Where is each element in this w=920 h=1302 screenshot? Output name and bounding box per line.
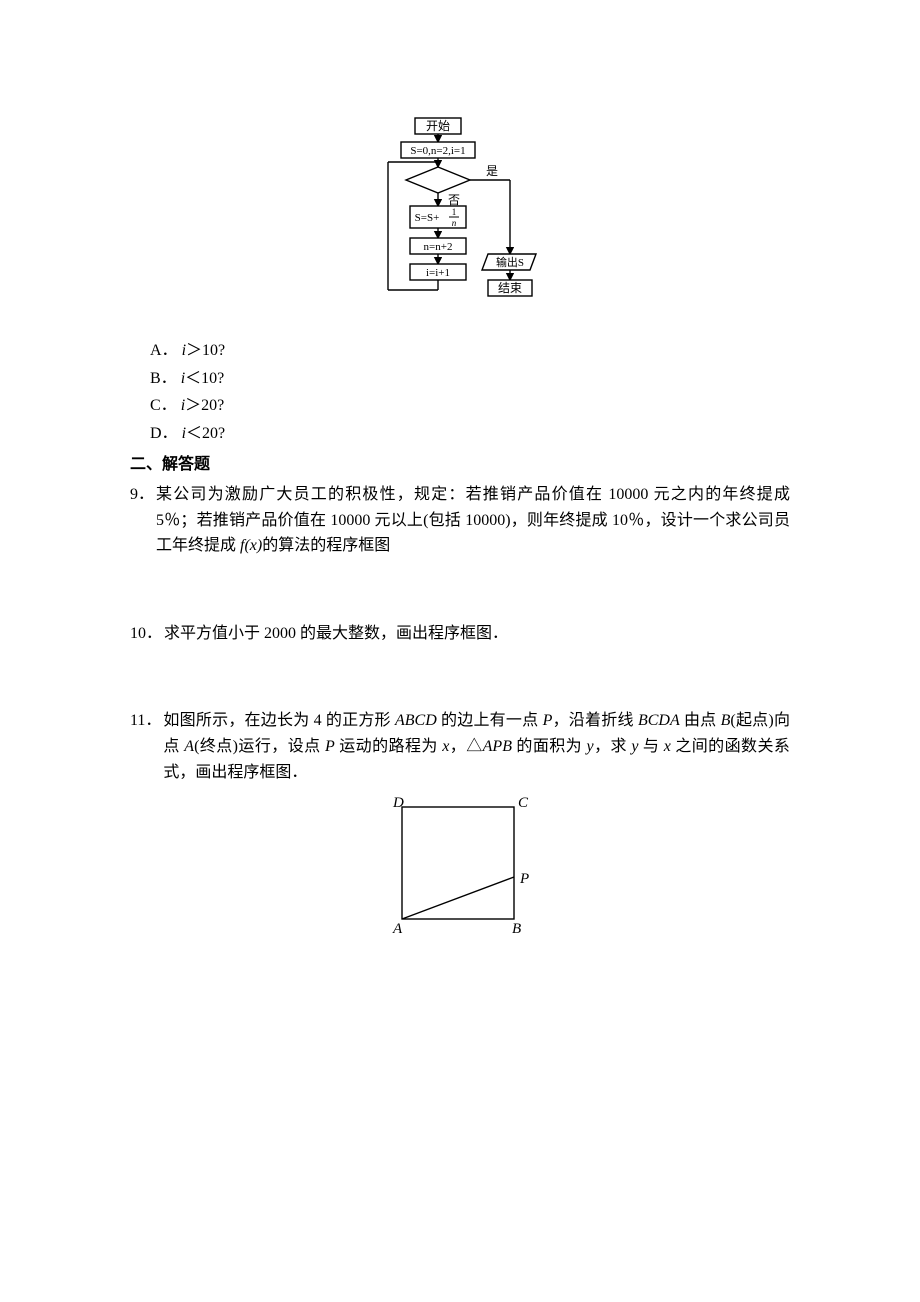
flowchart-yes: 是 xyxy=(486,164,498,178)
q11-p1: 如图所示，在边长为 4 的正方形 xyxy=(163,712,395,729)
q11-P: P xyxy=(543,712,553,729)
option-c-op: ＞ xyxy=(185,397,201,414)
option-a-op: ＞ xyxy=(186,342,202,359)
q11-p6: (终点)运行，设点 xyxy=(194,738,325,755)
q11-P2: P xyxy=(325,738,335,755)
problem-10-num: 10． xyxy=(130,621,164,647)
q11-p8: ，△ xyxy=(449,738,482,755)
svg-text:1: 1 xyxy=(452,207,457,217)
q11-B: B xyxy=(721,712,731,729)
q11-bcda: BCDA xyxy=(638,712,680,729)
problem-11-num: 11． xyxy=(130,708,163,785)
section-2-heading: 二、解答题 xyxy=(130,452,790,478)
option-d-op: ＜ xyxy=(186,425,202,442)
square-C: C xyxy=(518,795,529,811)
problem-9: 9． 某公司为激励广大员工的积极性，规定：若推销产品价值在 10000 元之内的… xyxy=(130,482,790,559)
svg-text:S=S+: S=S+ xyxy=(415,212,440,224)
option-d-val: 20? xyxy=(202,425,225,442)
flowchart-output: 输出S xyxy=(496,255,524,269)
problem-10-body: 求平方值小于 2000 的最大整数，画出程序框图． xyxy=(164,621,790,647)
svg-text:n: n xyxy=(452,218,457,228)
q11-y: y xyxy=(587,738,594,755)
flowchart-svg: 开始 S=0,n=2,i=1 是 否 S=S+ 1 n n=n+2 xyxy=(360,114,560,324)
problem-9-num: 9． xyxy=(130,482,156,559)
option-d-label: D． xyxy=(150,425,178,442)
option-c-val: 20? xyxy=(201,397,224,414)
problem-9-fx: f(x) xyxy=(240,537,262,554)
flowchart-figure: 开始 S=0,n=2,i=1 是 否 S=S+ 1 n n=n+2 xyxy=(130,114,790,324)
q11-p10: ，求 xyxy=(594,738,632,755)
flowchart-start: 开始 xyxy=(426,119,450,133)
problem-10: 10． 求平方值小于 2000 的最大整数，画出程序框图． xyxy=(130,621,790,647)
square-svg: D C P A B xyxy=(360,789,560,949)
square-D: D xyxy=(392,795,404,811)
square-P: P xyxy=(519,871,529,887)
square-figure: D C P A B xyxy=(130,789,790,949)
q11-p7: 运动的路程为 xyxy=(335,738,442,755)
option-b-val: 10? xyxy=(201,370,224,387)
option-a-label: A． xyxy=(150,342,178,359)
option-a: A． i＞10? xyxy=(150,338,790,364)
flowchart-step3: i=i+1 xyxy=(426,267,450,279)
option-a-val: 10? xyxy=(202,342,225,359)
square-A: A xyxy=(392,921,403,937)
q11-p2: 的边上有一点 xyxy=(437,712,543,729)
option-b-op: ＜ xyxy=(185,370,201,387)
option-d: D． i＜20? xyxy=(150,421,790,447)
problem-9-body: 某公司为激励广大员工的积极性，规定：若推销产品价值在 10000 元之内的年终提… xyxy=(156,482,790,559)
option-c: C． i＞20? xyxy=(150,393,790,419)
q11-p4: 由点 xyxy=(680,712,721,729)
square-B: B xyxy=(512,921,521,937)
flowchart-end: 结束 xyxy=(498,281,522,295)
option-c-label: C． xyxy=(150,397,177,414)
q8-options: A． i＞10? B． i＜10? C． i＞20? D． i＜20? xyxy=(130,338,790,446)
q11-abcd: ABCD xyxy=(395,712,437,729)
flowchart-init: S=0,n=2,i=1 xyxy=(410,145,465,157)
problem-11: 11． 如图所示，在边长为 4 的正方形 ABCD 的边上有一点 P，沿着折线 … xyxy=(130,708,790,785)
q11-p11: 与 xyxy=(638,738,663,755)
q11-x2: x xyxy=(664,738,671,755)
option-b: B． i＜10? xyxy=(150,366,790,392)
problem-9-tail: 的算法的程序框图 xyxy=(262,537,390,554)
q11-A: A xyxy=(184,738,194,755)
problem-11-body: 如图所示，在边长为 4 的正方形 ABCD 的边上有一点 P，沿着折线 BCDA… xyxy=(163,708,790,785)
q11-p9: 的面积为 xyxy=(512,738,587,755)
flowchart-step2: n=n+2 xyxy=(424,241,453,253)
q11-apb: APB xyxy=(483,738,512,755)
flowchart-no: 否 xyxy=(448,193,460,207)
option-b-label: B． xyxy=(150,370,177,387)
q11-p3: ，沿着折线 xyxy=(552,712,638,729)
